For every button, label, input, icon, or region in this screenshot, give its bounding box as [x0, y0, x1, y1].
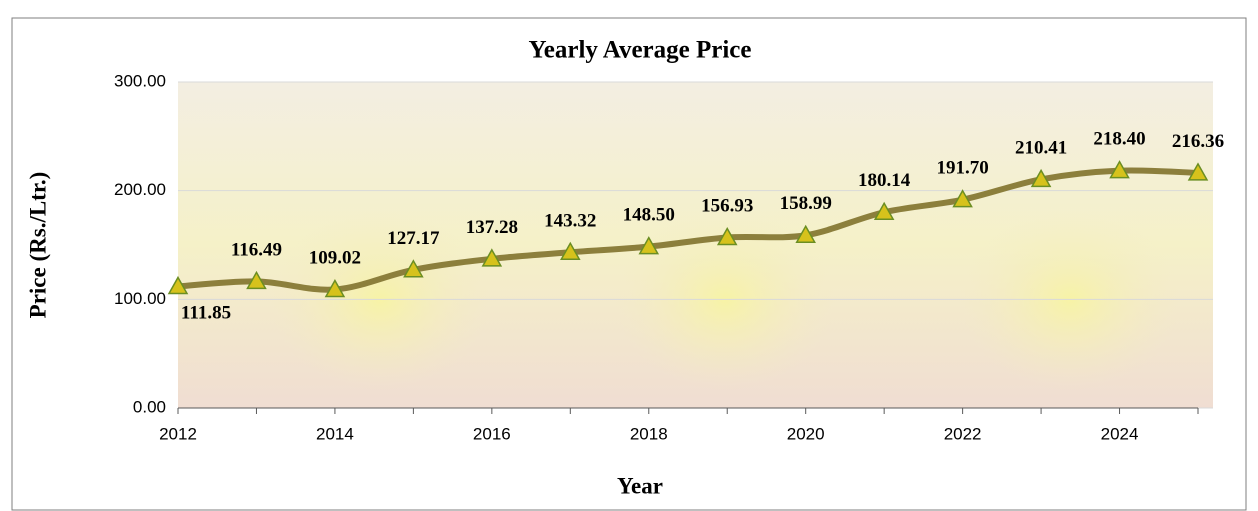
- data-label: 116.49: [231, 239, 282, 260]
- data-label: 148.50: [623, 205, 675, 226]
- x-tick-label: 2024: [1101, 424, 1139, 443]
- data-label: 191.70: [936, 158, 988, 179]
- data-label: 109.02: [309, 248, 361, 269]
- x-tick-label: 2012: [159, 424, 197, 443]
- x-tick-label: 2022: [944, 424, 982, 443]
- chart-title: Yearly Average Price: [528, 37, 751, 64]
- data-label: 143.32: [544, 210, 596, 231]
- y-axis-title: Price (Rs./Ltr.): [25, 172, 50, 319]
- y-tick-label: 0.00: [133, 397, 166, 416]
- y-tick-label: 300.00: [114, 71, 166, 90]
- data-label: 218.40: [1093, 129, 1145, 150]
- x-tick-label: 2016: [473, 424, 511, 443]
- y-tick-label: 200.00: [114, 180, 166, 199]
- data-label: 180.14: [858, 170, 911, 191]
- data-label: 111.85: [181, 302, 231, 323]
- x-tick-label: 2020: [787, 424, 825, 443]
- data-label: 137.28: [466, 217, 518, 238]
- data-label: 210.41: [1015, 137, 1067, 158]
- x-axis-title: Year: [617, 473, 663, 498]
- data-label: 156.93: [701, 195, 753, 216]
- y-tick-label: 100.00: [114, 289, 166, 308]
- plot-background: [178, 82, 1213, 408]
- x-tick-label: 2014: [316, 424, 354, 443]
- data-label: 158.99: [780, 193, 832, 214]
- data-label: 127.17: [387, 228, 440, 249]
- x-tick-label: 2018: [630, 424, 668, 443]
- data-label: 216.36: [1172, 131, 1224, 152]
- chart: Yearly Average Price Price (Rs./Ltr.) Ye…: [0, 0, 1258, 511]
